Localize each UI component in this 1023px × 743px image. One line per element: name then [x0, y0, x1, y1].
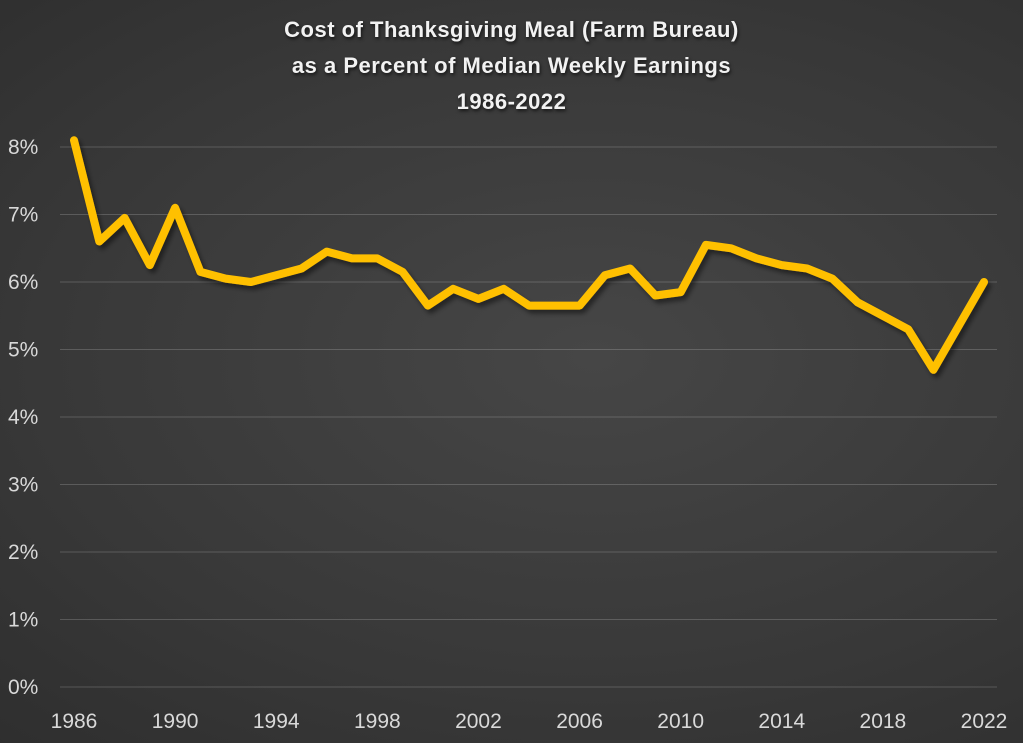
chart-title-line-3: 1986-2022 — [456, 89, 567, 114]
y-axis-label: 4% — [8, 406, 38, 429]
y-axis-label: 7% — [8, 204, 38, 227]
x-axis-label: 2002 — [455, 710, 502, 733]
x-axis-label: 2006 — [556, 710, 603, 733]
chart-title-line-1: Cost of Thanksgiving Meal (Farm Bureau) — [284, 17, 739, 42]
x-axis-label: 1990 — [152, 710, 199, 733]
y-axis-label: 5% — [8, 339, 38, 362]
y-axis-label: 2% — [8, 541, 38, 564]
x-axis-label: 1994 — [253, 710, 300, 733]
x-axis-label: 1986 — [51, 710, 98, 733]
x-axis-label: 2010 — [657, 710, 704, 733]
x-axis-label: 1998 — [354, 710, 401, 733]
gridlines-group — [60, 146, 997, 688]
x-axis-label: 2014 — [758, 710, 805, 733]
chart-title: Cost of Thanksgiving Meal (Farm Bureau) … — [0, 12, 1023, 120]
x-axis-labels-group: 1986 1990 1994 1998 2002 2006 2010 2014 2018 2022 — [51, 710, 1008, 733]
x-axis-label: 2018 — [860, 710, 907, 733]
data-line — [70, 136, 988, 374]
y-axis-label: 1% — [8, 609, 38, 632]
y-axis-label: 0% — [8, 676, 38, 699]
y-axis-label: 6% — [8, 271, 38, 294]
y-axis-labels-group: 8% 7% 6% 5% 4% 3% 2% 1% 0% — [8, 136, 38, 699]
chart-title-line-2: as a Percent of Median Weekly Earnings — [291, 53, 732, 78]
x-axis-label: 2022 — [961, 710, 1008, 733]
y-axis-label: 3% — [8, 474, 38, 497]
y-axis-label: 8% — [8, 136, 38, 159]
data-series-group — [70, 136, 988, 374]
